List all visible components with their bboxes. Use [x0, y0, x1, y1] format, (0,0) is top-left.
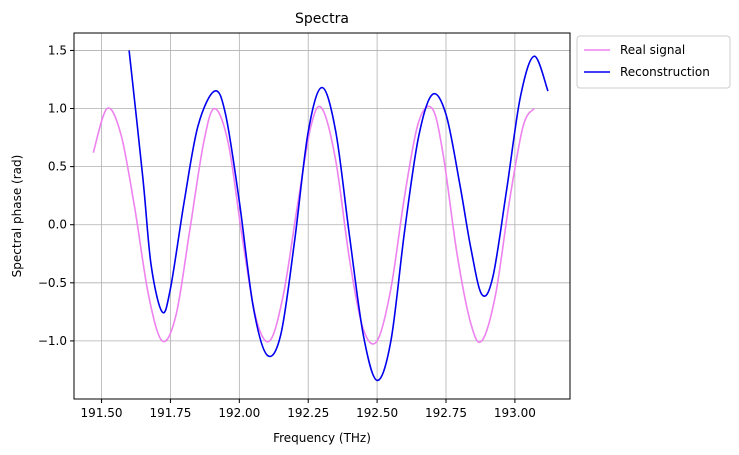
x-axis-label: Frequency (THz)	[273, 431, 371, 445]
legend-label-reconstruction: Reconstruction	[620, 65, 710, 79]
x-tick-label: 192.25	[287, 406, 329, 420]
ticks: 191.50 191.75 192.00 192.25 192.50 192.75 193.…	[38, 43, 536, 420]
series-line-real-signal	[92, 105, 535, 345]
y-tick-label: 1.0	[48, 102, 67, 116]
y-axis-label: Spectral phase (rad)	[10, 155, 24, 278]
y-tick-label: −1.0	[38, 334, 67, 348]
y-tick-label: 1.5	[48, 43, 67, 57]
series-layer	[92, 50, 549, 382]
legend-box	[576, 35, 731, 89]
legend-label-real-signal: Real signal	[620, 43, 685, 57]
plot-frame	[73, 32, 571, 400]
x-tick-label: 192.50	[356, 406, 398, 420]
x-tick-label: 192.00	[218, 406, 260, 420]
y-tick-label: 0.0	[48, 218, 67, 232]
x-tick-label: 193.00	[494, 406, 536, 420]
series-line-reconstruction	[128, 50, 549, 382]
y-tick-label: −0.5	[38, 276, 67, 290]
y-tick-label: 0.5	[48, 160, 67, 174]
x-tick-label: 192.75	[425, 406, 467, 420]
chart-title: Spectra	[295, 11, 349, 27]
x-tick-label: 191.50	[81, 406, 123, 420]
x-tick-label: 191.75	[149, 406, 191, 420]
legend: Real signal Reconstruction	[576, 35, 731, 89]
